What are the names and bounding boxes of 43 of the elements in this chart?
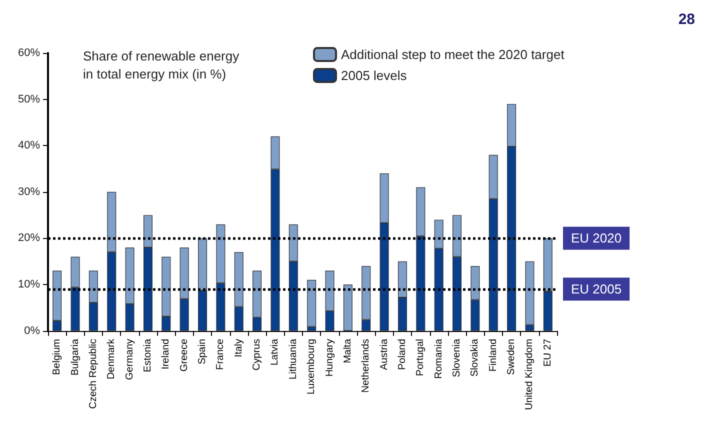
- x-tick-label: Spain: [197, 338, 208, 364]
- x-tick-label: Denmark: [106, 338, 118, 380]
- x-tick-label: Czech Republic: [88, 338, 99, 409]
- legend-label: 2005 levels: [341, 68, 408, 83]
- x-tick-label: EU 27: [542, 338, 554, 367]
- x-tick-label: Romania: [433, 338, 444, 379]
- y-tick-label: 10%: [18, 278, 40, 291]
- x-tick-label: Estonia: [142, 338, 154, 372]
- legend-label: Additional step to meet the 2020 target: [341, 47, 565, 62]
- x-tick-label: Greece: [178, 338, 190, 372]
- x-tick-label: Hungary: [324, 338, 336, 377]
- y-tick-label: 40%: [18, 140, 40, 152]
- y-tick-label: 50%: [18, 93, 40, 106]
- y-tick-label: 60%: [18, 47, 40, 59]
- x-tick-label: Portugal: [415, 338, 426, 376]
- y-tick-label: 30%: [18, 186, 40, 198]
- ref-line-label: EU 2005: [571, 282, 622, 297]
- y-tick-label: 20%: [18, 232, 40, 244]
- x-tick-label: Austria: [378, 338, 390, 370]
- x-tick-label: Germany: [124, 338, 136, 380]
- x-tick-label: Slovenia: [452, 338, 463, 378]
- x-tick-label: Bulgaria: [70, 338, 81, 376]
- x-tick-label: Belgium: [52, 338, 63, 375]
- x-tick-label: Malta: [342, 338, 354, 364]
- x-tick-label: United Kingdom: [524, 338, 536, 410]
- y-tick-label: 0%: [24, 324, 40, 337]
- x-tick-label: Lithuania: [288, 338, 299, 380]
- x-tick-label: Sweden: [506, 338, 518, 375]
- text: 28: [678, 11, 696, 28]
- chart-title: Share of renewable energy in total energy mix (in %): [83, 48, 240, 82]
- x-tick-label: Slovakia: [470, 338, 481, 377]
- x-tick-label: Poland: [396, 338, 408, 370]
- x-tick-label: Latvia: [270, 338, 281, 366]
- x-tick-label: Finland: [488, 338, 499, 372]
- x-tick-label: Cyprus: [252, 338, 263, 371]
- x-tick-label: France: [215, 338, 226, 370]
- x-tick-label: Italy: [233, 338, 244, 358]
- bar: [307, 280, 316, 327]
- bar: [343, 284, 352, 331]
- x-tick-label: Ireland: [160, 338, 172, 370]
- x-tick-label: Luxembourg: [306, 338, 318, 394]
- x-tick-label: Netherlands: [360, 338, 372, 393]
- ref-line-label: EU 2020: [571, 230, 622, 246]
